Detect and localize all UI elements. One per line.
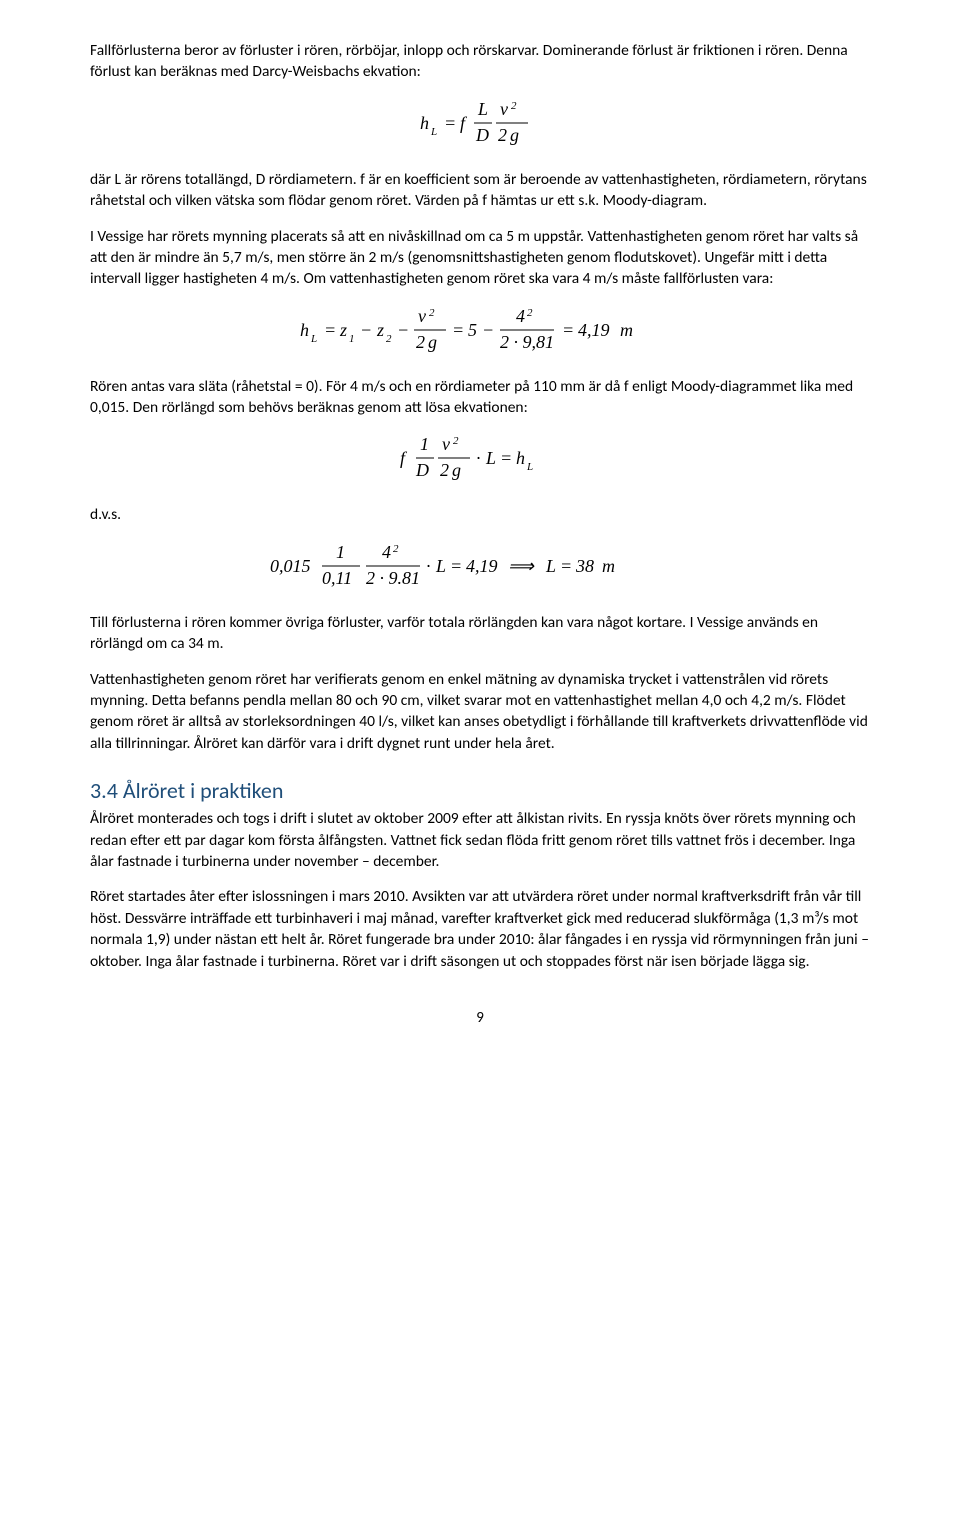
svg-text:−: − (482, 320, 494, 340)
svg-text:2 · 9.81: 2 · 9.81 (366, 568, 420, 588)
svg-text:=: = (450, 556, 462, 576)
svg-text:f: f (400, 448, 408, 468)
svg-text:h: h (300, 320, 309, 340)
equation-length-result: 0,015 1 0,11 4 2 2 · 9.81 · L = 4,19 ⟹ L… (90, 540, 870, 594)
svg-text:=: = (444, 113, 456, 133)
svg-text:2: 2 (440, 460, 449, 480)
svg-text:h: h (420, 113, 429, 133)
paragraph: Vattenhastigheten genom röret har verifi… (90, 669, 870, 755)
svg-text:−: − (360, 320, 372, 340)
svg-text:·: · (426, 556, 431, 576)
svg-text:=: = (560, 556, 572, 576)
svg-text:v: v (500, 99, 508, 119)
equation-head-loss-numeric: h L = z 1 − z 2 − v 2 2 g = 5 − 4 2 2 · … (90, 304, 870, 358)
svg-text:4,19: 4,19 (466, 556, 498, 576)
paragraph: I Vessige har rörets mynning placerats s… (90, 226, 870, 290)
svg-text:m: m (620, 320, 633, 340)
paragraph: Ålröret monterades och togs i drift i sl… (90, 808, 870, 872)
svg-text:=: = (500, 448, 512, 468)
document-page: Fallförlusterna beror av förluster i rör… (0, 0, 960, 1069)
svg-text:2 · 9,81: 2 · 9,81 (500, 332, 554, 352)
svg-text:z: z (339, 320, 347, 340)
svg-text:v: v (442, 434, 450, 454)
svg-text:1: 1 (420, 434, 429, 454)
paragraph: Till förlusterna i rören kommer övriga f… (90, 612, 870, 655)
svg-text:−: − (397, 320, 409, 340)
svg-text:2: 2 (453, 435, 459, 447)
svg-text:L: L (435, 556, 446, 576)
svg-text:1: 1 (349, 333, 355, 345)
svg-text:g: g (452, 460, 461, 480)
svg-text:D: D (415, 460, 429, 480)
abbrev-dvs: d.v.s. (90, 504, 870, 525)
paragraph: Röret startades åter efter islossningen … (90, 886, 870, 972)
svg-text:2: 2 (386, 333, 392, 345)
svg-text:=: = (562, 320, 574, 340)
section-heading: 3.4 Ålröret i praktiken (90, 776, 870, 806)
svg-text:2: 2 (393, 543, 399, 555)
svg-text:=: = (324, 320, 336, 340)
svg-text:L: L (310, 333, 317, 345)
svg-text:4: 4 (382, 542, 391, 562)
svg-text:L: L (485, 448, 496, 468)
equation-solve-for-L: f 1 D v 2 2 g · L = h L (90, 432, 870, 486)
svg-text:g: g (428, 332, 437, 352)
svg-text:5: 5 (468, 320, 477, 340)
svg-text:L: L (477, 99, 488, 119)
svg-text:4: 4 (516, 306, 525, 326)
paragraph: Rören antas vara släta (råhetstal = 0). … (90, 376, 870, 419)
svg-text:2: 2 (527, 307, 533, 319)
section-title: Ålröret i praktiken (123, 777, 284, 804)
page-number: 9 (90, 1008, 870, 1029)
svg-text:L: L (545, 556, 556, 576)
svg-text:0,11: 0,11 (322, 568, 352, 588)
svg-text:·: · (476, 448, 481, 468)
svg-text:v: v (418, 306, 426, 326)
section-number: 3.4 (90, 777, 118, 804)
svg-text:f: f (460, 113, 468, 133)
svg-text:m: m (602, 556, 615, 576)
svg-text:g: g (510, 125, 519, 145)
svg-text:4,19: 4,19 (578, 320, 610, 340)
svg-text:2: 2 (416, 332, 425, 352)
svg-text:⟹: ⟹ (508, 556, 535, 576)
paragraph: Fallförlusterna beror av förluster i rör… (90, 40, 870, 83)
svg-text:z: z (376, 320, 384, 340)
svg-text:0,015: 0,015 (270, 556, 311, 576)
svg-text:L: L (526, 461, 533, 473)
svg-text:1: 1 (336, 542, 345, 562)
svg-text:2: 2 (498, 125, 507, 145)
equation-darcy-weisbach: h L = f L D v 2 2 g (90, 97, 870, 151)
svg-text:2: 2 (511, 100, 517, 112)
svg-text:2: 2 (429, 307, 435, 319)
paragraph: där L är rörens totallängd, D rördiamete… (90, 169, 870, 212)
svg-text:D: D (475, 125, 489, 145)
svg-text:h: h (516, 448, 525, 468)
svg-text:=: = (452, 320, 464, 340)
svg-text:38: 38 (575, 556, 594, 576)
svg-text:L: L (430, 126, 437, 138)
